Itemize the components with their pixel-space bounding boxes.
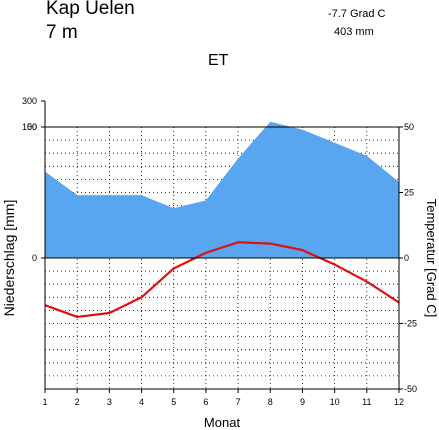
x-tick-label: 3 xyxy=(107,397,112,407)
precipitation-area xyxy=(45,121,399,258)
x-tick-label: 1 xyxy=(42,397,47,407)
x-tick-label: 4 xyxy=(139,397,144,407)
x-tick-label: 8 xyxy=(268,397,273,407)
x-tick-label: 6 xyxy=(203,397,208,407)
right-tick-label: -25 xyxy=(404,319,417,329)
x-tick-label: 7 xyxy=(236,397,241,407)
x-tick-label: 12 xyxy=(394,397,404,407)
station-elevation: 7 m xyxy=(46,22,78,43)
chart-marks xyxy=(44,121,400,319)
temperature-line xyxy=(44,241,400,319)
left-tick-label: 50 xyxy=(27,122,37,132)
left-axis-label: Niederschlag [mm] xyxy=(1,200,17,317)
x-tick-label: 11 xyxy=(362,397,371,407)
climate-class: ET xyxy=(208,52,229,69)
station-name: Kap Uelen xyxy=(46,0,135,19)
x-tick-label: 10 xyxy=(330,397,340,407)
x-tick-label: 2 xyxy=(75,397,80,407)
left-tick-label: 300 xyxy=(22,96,37,106)
annual-precipitation: 403 mm xyxy=(334,26,374,38)
right-tick-label: -50 xyxy=(404,384,417,394)
right-axis-label: Temperatur [Grad C] xyxy=(424,199,439,318)
right-tick-label: 0 xyxy=(404,253,409,263)
left-tick-label: 0 xyxy=(32,253,37,263)
right-tick-label: 50 xyxy=(404,122,414,132)
right-tick-label: 25 xyxy=(404,188,414,198)
left-tick-label: 100 xyxy=(22,122,37,132)
x-axis-label: Monat xyxy=(204,415,241,430)
x-tick-label: 5 xyxy=(171,397,176,407)
mean-temperature: -7.7 Grad C xyxy=(328,8,386,20)
x-tick-label: 9 xyxy=(300,397,305,407)
